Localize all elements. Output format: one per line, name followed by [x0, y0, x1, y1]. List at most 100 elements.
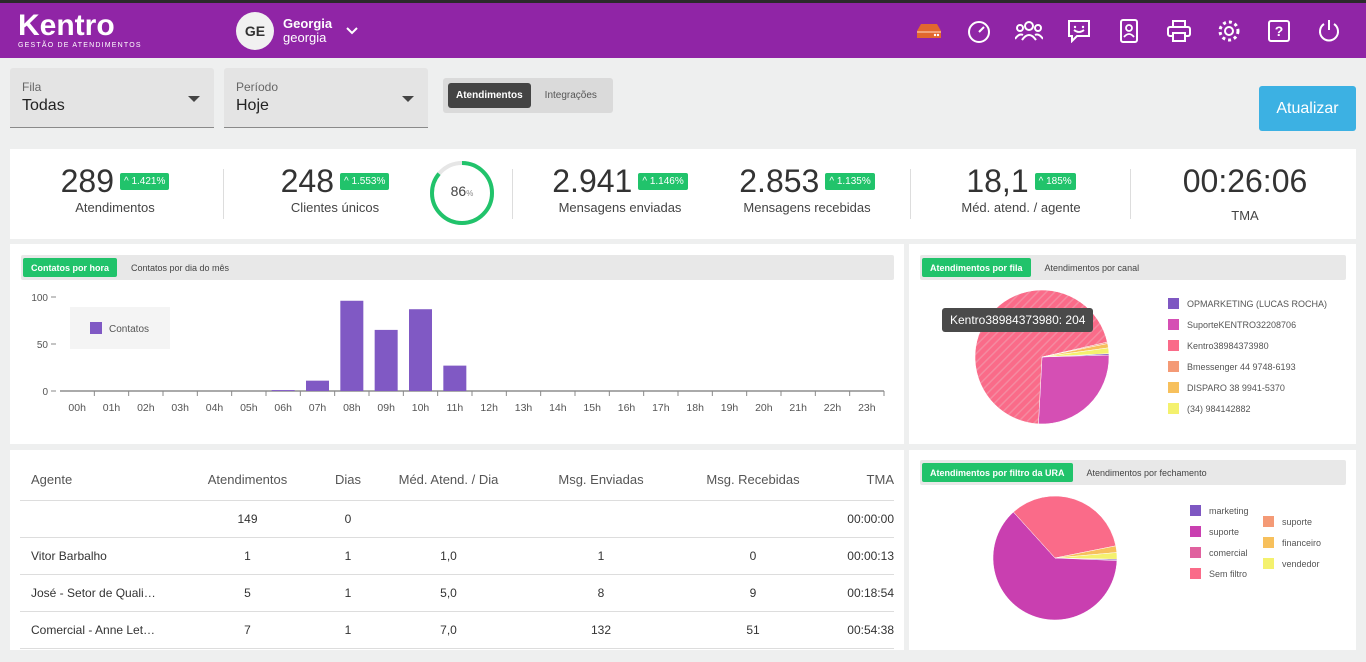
stat-label: Mensagens recebidas: [743, 200, 871, 215]
bar-10h[interactable]: [409, 309, 432, 391]
avatar: GE: [236, 12, 274, 50]
legend-item[interactable]: SuporteKENTRO32208706: [1168, 319, 1296, 330]
stat-enviadas: 2.941 ^ 1.146% Mensagens enviadas: [535, 163, 705, 215]
table-cell: Comercial - Anne Let…: [20, 611, 180, 649]
legend-item[interactable]: (34) 984142882: [1168, 403, 1251, 414]
inbox-icon[interactable]: [915, 19, 943, 43]
column-header[interactable]: Msg. Recebidas: [686, 460, 820, 501]
period-select[interactable]: Período Hoje: [224, 68, 428, 128]
table-row[interactable]: 149 0 00:00:00: [20, 500, 894, 538]
column-header[interactable]: Dias: [315, 460, 381, 501]
column-header[interactable]: TMA: [820, 460, 894, 501]
stat-value: 289: [60, 163, 114, 199]
stat-media: 18,1 ^ 185% Méd. atend. / agente: [936, 163, 1106, 215]
legend-item[interactable]: comercial: [1190, 547, 1248, 558]
period-select-value: Hoje: [236, 97, 269, 114]
legend-item[interactable]: suporte: [1190, 526, 1239, 537]
x-tick-label: 12h: [480, 402, 498, 414]
bar-06h[interactable]: [271, 390, 295, 391]
column-header[interactable]: Agente: [20, 460, 180, 501]
table-cell: 1: [180, 537, 315, 575]
legend-item[interactable]: DISPARO 38 9941-5370: [1168, 382, 1285, 393]
chat-smile-icon[interactable]: [1065, 19, 1093, 43]
kentro-logo[interactable]: Kentro GESTÃO DE ATENDIMENTOS: [18, 11, 142, 50]
tab-contatos-por-hora[interactable]: Contatos por hora: [23, 258, 117, 277]
legend-swatch: [1168, 382, 1179, 393]
legend-label: Sem filtro: [1209, 568, 1248, 579]
column-header[interactable]: Méd. Atend. / Dia: [381, 460, 516, 501]
legend-item[interactable]: Kentro38984373980: [1168, 340, 1269, 351]
table-cell: 132: [516, 611, 686, 649]
table-row[interactable]: Vitor Barbalho 1 1 1,0 1 0 00:00:13: [20, 537, 894, 575]
refresh-button[interactable]: Atualizar: [1259, 86, 1356, 131]
legend-label: financeiro: [1282, 537, 1322, 548]
legend-item[interactable]: Bmessenger 44 9748-6193: [1168, 361, 1296, 372]
caret-down-icon: [188, 96, 200, 102]
legend-item[interactable]: Sem filtro: [1190, 568, 1247, 579]
gear-icon[interactable]: [1215, 19, 1243, 43]
period-select-label: Período: [236, 80, 279, 94]
tab-contatos-por-dia[interactable]: Contatos por dia do mês: [131, 262, 230, 273]
user-login: georgia: [283, 30, 327, 45]
stat-label: TMA: [1231, 208, 1259, 223]
power-icon[interactable]: [1315, 19, 1343, 43]
pie-slice[interactable]: [1054, 552, 1118, 560]
x-tick-label: 08h: [343, 402, 361, 414]
svg-text:?: ?: [1275, 23, 1284, 39]
tab-atendimentos-por-fila[interactable]: Atendimentos por fila: [922, 258, 1031, 277]
table-row[interactable]: José - Setor de Quali… 5 1 5,0 8 9 00:18:54: [20, 574, 894, 612]
tab-atendimentos[interactable]: Atendimentos: [448, 83, 531, 108]
bar-08h[interactable]: [340, 300, 364, 391]
growth-badge: ^ 1.553%: [339, 173, 390, 190]
bar-09h[interactable]: [374, 329, 398, 391]
pie-slice[interactable]: [1041, 347, 1110, 358]
table-cell: [381, 500, 516, 538]
tab-atendimentos-por-filtro-ura[interactable]: Atendimentos por filtro da URA: [922, 463, 1073, 482]
x-tick-label: 09h: [377, 402, 395, 414]
agents-table: Agente Atendimentos Dias Méd. Atend. / Dia M…: [20, 460, 894, 649]
legend-item[interactable]: OPMARKETING (LUCAS ROCHA): [1168, 298, 1327, 309]
stat-value: 18,1: [966, 163, 1029, 199]
stats-panel: 289 ^ 1.421% Atendimentos 248 ^ 1.553% C…: [10, 149, 1356, 239]
bar-07h[interactable]: [306, 380, 329, 391]
pie-slice[interactable]: [1013, 495, 1117, 559]
tab-integracoes[interactable]: Integrações: [544, 90, 597, 101]
legend-label: vendedor: [1282, 558, 1320, 569]
x-tick-label: 05h: [240, 402, 258, 414]
percent-value: 86: [450, 183, 467, 199]
table-cell: [516, 500, 686, 538]
legend-label: suporte: [1282, 516, 1313, 527]
pie-slice[interactable]: [1038, 354, 1110, 425]
table-row[interactable]: Comercial - Anne Let… 7 1 7,0 132 51 00:54:38: [20, 611, 894, 649]
tab-atendimentos-por-fechamento[interactable]: Atendimentos por fechamento: [1086, 467, 1207, 478]
legend-item[interactable]: financeiro: [1263, 537, 1321, 548]
users-group-icon[interactable]: [1015, 19, 1043, 43]
pie-slice[interactable]: [992, 511, 1118, 621]
table-cell: 1: [315, 611, 381, 649]
divider: [1130, 169, 1131, 219]
contacts-book-icon[interactable]: [1115, 19, 1143, 43]
legend-swatch: [1190, 547, 1201, 558]
column-header[interactable]: Msg. Enviadas: [516, 460, 686, 501]
x-tick-label: 02h: [137, 402, 155, 414]
user-menu[interactable]: GE Georgia georgia: [236, 12, 358, 50]
divider: [910, 169, 911, 219]
bar-11h[interactable]: [443, 365, 467, 391]
queue-select[interactable]: Fila Todas: [10, 68, 214, 128]
help-icon[interactable]: ?: [1265, 19, 1293, 43]
x-tick-label: 19h: [721, 402, 739, 414]
tab-atendimentos-por-canal[interactable]: Atendimentos por canal: [1044, 262, 1140, 273]
legend-item[interactable]: suporte: [1263, 516, 1312, 527]
legend-label: SuporteKENTRO32208706: [1187, 319, 1297, 330]
printer-icon[interactable]: [1165, 19, 1193, 43]
table-cell: 1: [516, 537, 686, 575]
column-header[interactable]: Atendimentos: [180, 460, 315, 501]
legend-item[interactable]: vendedor: [1263, 558, 1320, 569]
dashboard-gauge-icon[interactable]: [965, 19, 993, 43]
legend-item[interactable]: marketing: [1190, 505, 1249, 516]
legend-swatch: [1168, 298, 1179, 309]
queue-select-value: Todas: [22, 97, 65, 114]
x-tick-label: 14h: [549, 402, 567, 414]
y-tick-label: 50: [37, 340, 49, 351]
table-cell: 7,0: [381, 611, 516, 649]
